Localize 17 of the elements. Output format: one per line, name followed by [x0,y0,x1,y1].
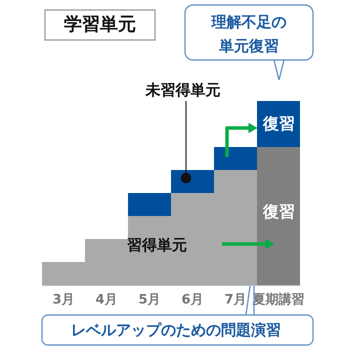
x-tick-label: 6月 [181,292,204,308]
x-tick-label: 5月 [138,292,161,308]
bar [257,147,300,285]
chart-title: 学習単元 [64,14,136,35]
bar [171,170,214,193]
text: レベルアップのための問題演習 [71,321,281,339]
x-tick-label: 3月 [52,292,75,308]
text: 未習得単元 [144,81,220,99]
bar [128,193,171,216]
x-tick-label: 7月 [224,292,247,308]
x-tick-label: 4月 [95,292,118,308]
text: 理解不足の [210,13,286,31]
bar [214,147,257,170]
text: 単元復習 [218,37,279,55]
annotation: 復習 [262,114,295,133]
annotation: 習得単元 [127,236,187,254]
annotation: 復習 [262,202,295,221]
